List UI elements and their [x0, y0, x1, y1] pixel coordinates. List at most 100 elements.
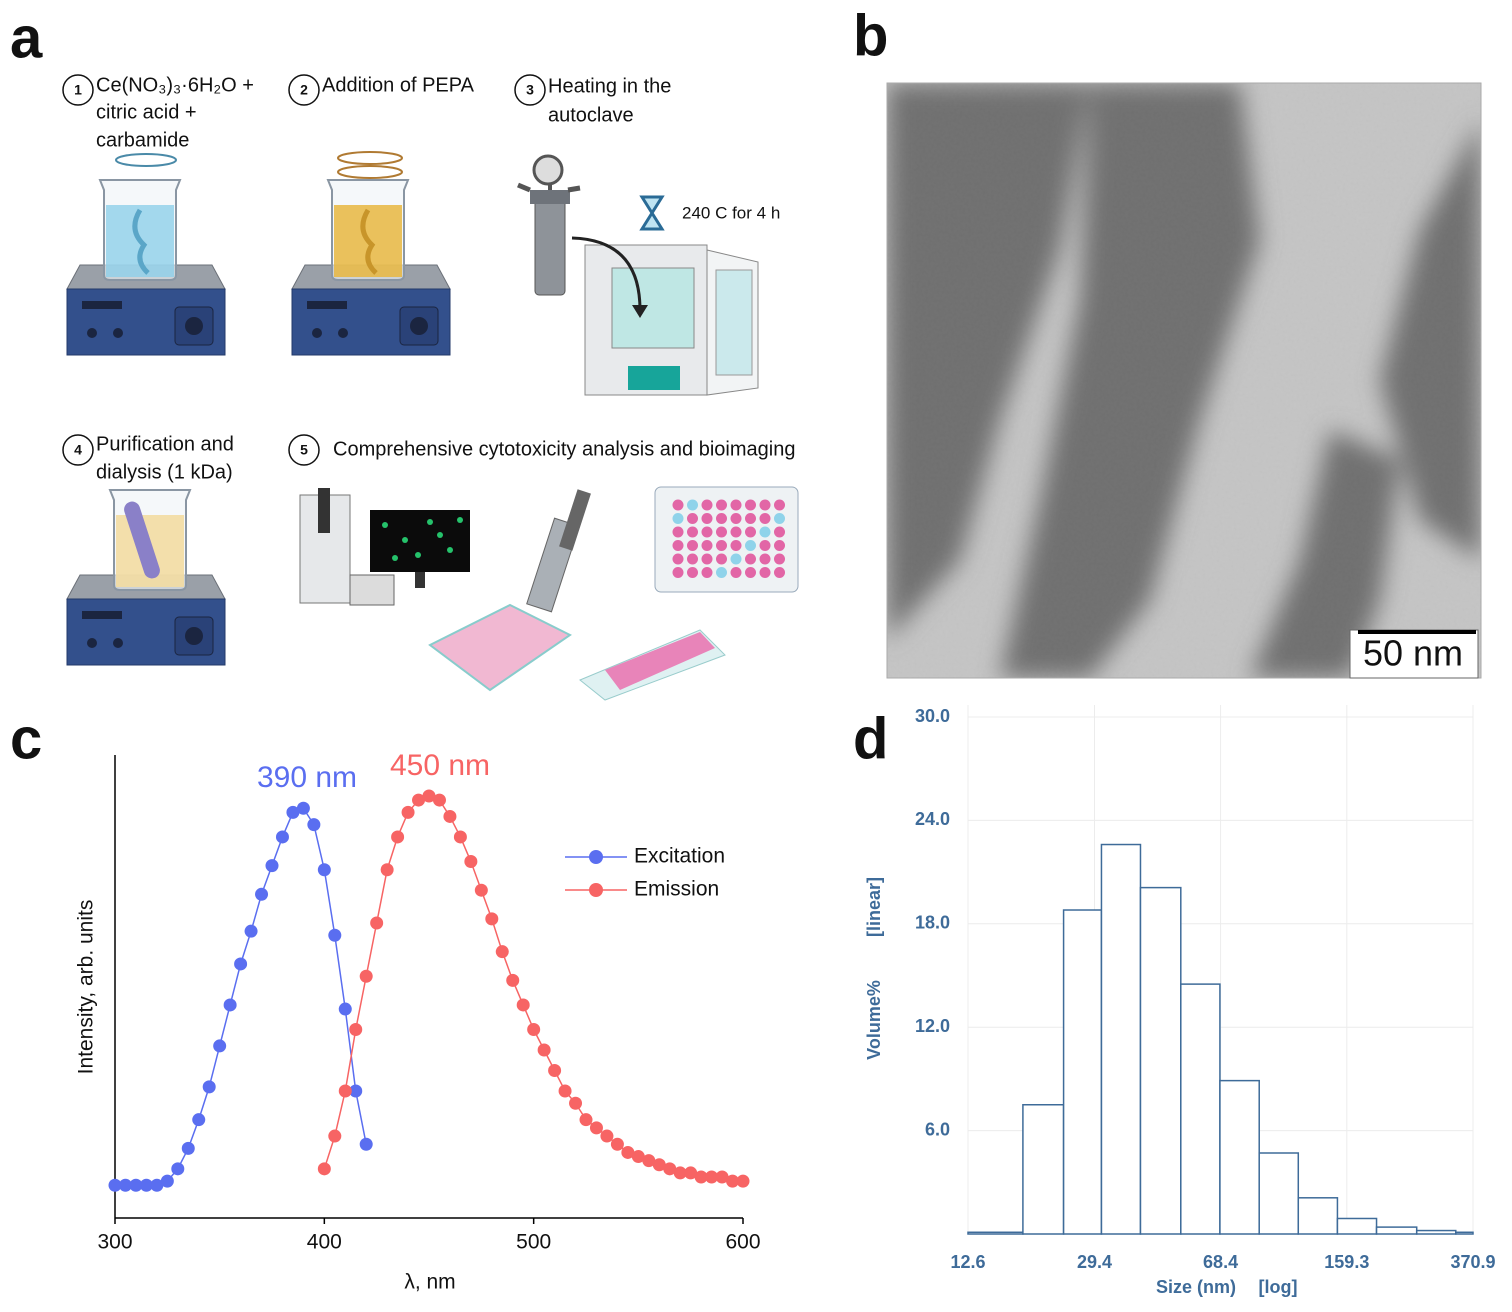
- heating-note: 240 C for 4 h: [682, 203, 780, 222]
- data-point: [453, 830, 467, 844]
- data-point: [255, 887, 269, 901]
- bar: [1139, 886, 1182, 1235]
- x-tick-label: 68.4: [1203, 1252, 1238, 1272]
- data-point: [464, 855, 478, 869]
- step-text: Comprehensive cytotoxicity analysis and …: [333, 438, 795, 460]
- data-point: [579, 1113, 593, 1127]
- y-tick-label: 30.0: [915, 706, 950, 726]
- y-tick-label: 12.0: [915, 1016, 950, 1036]
- data-point: [160, 1174, 174, 1188]
- scale-bar-label: 50 nm: [1363, 633, 1463, 674]
- step-text: dialysis (1 kDa): [96, 461, 233, 483]
- x-tick-label: 12.6: [950, 1252, 985, 1272]
- data-point: [485, 912, 499, 926]
- data-point: [359, 1137, 373, 1151]
- step-labels: 1 Ce(NO₃)₃·6H₂O + citric acid + carbamid…: [62, 74, 795, 483]
- data-point: [558, 1084, 572, 1098]
- x-tick-label: 400: [307, 1231, 342, 1254]
- data-point: [548, 1063, 562, 1077]
- data-point: [589, 1121, 603, 1135]
- data-point: [663, 1162, 677, 1176]
- data-point: [181, 1141, 195, 1155]
- data-point: [621, 1145, 635, 1159]
- bar: [1258, 1152, 1300, 1235]
- bar: [1100, 843, 1142, 1235]
- data-point: [349, 1084, 363, 1098]
- bar: [1022, 1104, 1065, 1235]
- step-number: 5: [300, 442, 308, 458]
- data-point: [652, 1158, 666, 1172]
- panel-label: c: [10, 706, 42, 771]
- panel-label: a: [10, 5, 43, 70]
- data-point: [527, 1023, 541, 1037]
- data-point: [223, 998, 237, 1012]
- data-point: [631, 1150, 645, 1164]
- bar: [1297, 1197, 1339, 1235]
- step-text: Ce(NO₃)₃·6H₂O +: [96, 74, 254, 96]
- micrograph: 50 nm: [886, 82, 1482, 679]
- bar: [1062, 909, 1103, 1235]
- y-axis-label: Volume%: [864, 980, 884, 1060]
- data-point: [370, 916, 384, 930]
- data-point: [317, 863, 331, 877]
- data-point: [286, 805, 300, 819]
- data-point: [610, 1137, 624, 1151]
- data-point: [432, 793, 446, 807]
- data-point: [349, 1023, 363, 1037]
- data-point: [642, 1154, 656, 1168]
- data-point: [328, 928, 342, 942]
- panel-label: b: [853, 3, 888, 68]
- data-point: [139, 1178, 153, 1192]
- data-point: [506, 973, 520, 987]
- legend-marker: [589, 883, 603, 897]
- y-axis-scale: [linear]: [864, 877, 884, 937]
- data-point: [150, 1178, 164, 1192]
- data-point: [600, 1129, 614, 1143]
- x-tick-label: 300: [97, 1231, 132, 1254]
- data-point: [338, 1084, 352, 1098]
- y-axis-label: Intensity, arb. units: [75, 900, 98, 1075]
- data-point: [118, 1178, 132, 1192]
- x-axis-label: Size (nm): [1156, 1277, 1236, 1297]
- step-number: 3: [526, 82, 534, 98]
- x-tick-label: 600: [725, 1231, 760, 1254]
- data-point: [537, 1043, 551, 1057]
- y-tick-label: 6.0: [925, 1119, 950, 1139]
- y-tick-label: 18.0: [915, 913, 950, 933]
- bar: [1455, 1231, 1474, 1235]
- legend-label: Emission: [634, 878, 719, 901]
- data-point: [108, 1178, 122, 1192]
- step-text: Heating in the: [548, 75, 671, 97]
- data-point: [380, 863, 394, 877]
- data-point: [265, 859, 279, 873]
- step-number: 2: [300, 82, 308, 98]
- data-point: [317, 1162, 331, 1176]
- legend-label: Excitation: [634, 845, 725, 868]
- data-point: [171, 1162, 185, 1176]
- data-point: [244, 924, 258, 938]
- panel-label: d: [853, 706, 888, 771]
- data-point: [412, 793, 426, 807]
- data-point: [338, 1002, 352, 1016]
- data-point: [726, 1174, 740, 1188]
- bar: [1415, 1229, 1457, 1235]
- legend-marker: [589, 850, 603, 864]
- data-point: [202, 1080, 216, 1094]
- data-point: [495, 945, 509, 959]
- data-point: [275, 830, 289, 844]
- x-tick-label: 370.9: [1450, 1252, 1495, 1272]
- synthesis-diagram: [66, 151, 799, 701]
- data-point: [234, 957, 248, 971]
- data-point: [401, 805, 415, 819]
- step-text: Purification and: [96, 433, 234, 455]
- bar: [1375, 1226, 1418, 1235]
- bar: [967, 1231, 1024, 1235]
- data-point: [705, 1170, 719, 1184]
- x-tick-label: 159.3: [1324, 1252, 1369, 1272]
- step-text: autoclave: [548, 104, 634, 126]
- x-axis-label: λ, nm: [404, 1271, 455, 1294]
- data-point: [736, 1174, 750, 1188]
- bar: [1219, 1079, 1260, 1235]
- data-point: [129, 1178, 143, 1192]
